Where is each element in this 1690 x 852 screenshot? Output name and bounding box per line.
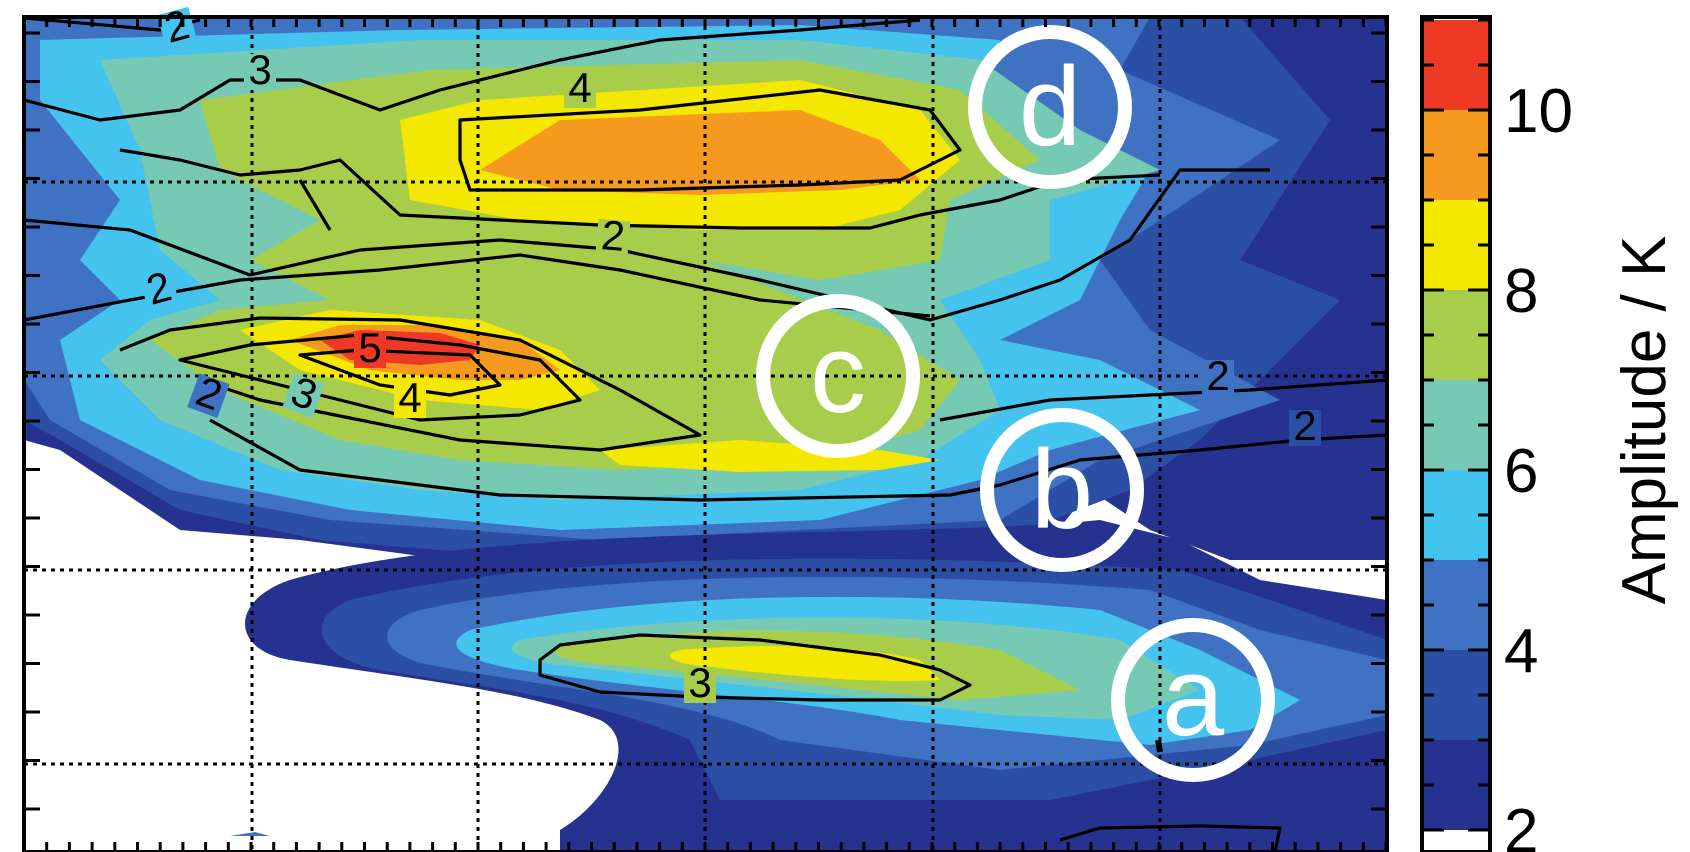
colorbar-title: Amplitude / K — [1610, 236, 1679, 605]
contour-label: 2 — [1289, 402, 1321, 449]
marker-c-label: c — [810, 311, 866, 436]
contour-label-text: 3 — [248, 46, 271, 93]
contour-label-text: 5 — [358, 324, 381, 371]
marker-d-label: d — [1019, 44, 1081, 169]
contour-label-text: 4 — [398, 374, 421, 421]
colorbar: 2 4 6 8 10 — [1422, 17, 1573, 852]
contour-label: 5 — [354, 324, 386, 371]
contour-label-text: 4 — [568, 64, 591, 111]
contour-label-text: 2 — [599, 211, 626, 260]
marker-a-label: a — [1162, 634, 1225, 759]
colorbar-tick-label: 10 — [1504, 77, 1573, 146]
marker-b-label: b — [1031, 427, 1093, 552]
contour-label: 3 — [244, 46, 276, 93]
contour-label: 3 — [684, 659, 716, 706]
contour-label: 4 — [394, 374, 426, 421]
colorbar-tick-label: 6 — [1504, 437, 1538, 506]
colorbar-tick-label: 2 — [1504, 797, 1538, 852]
contour-label-text: 2 — [1293, 402, 1316, 449]
contour-label-text: 2 — [1206, 352, 1229, 399]
contour-label-text: 3 — [688, 659, 711, 706]
colorbar-tick-label: 4 — [1504, 617, 1538, 686]
contour-label: 4 — [564, 64, 596, 111]
marker-a-tail — [1158, 740, 1160, 752]
contour-label: 2 — [1202, 352, 1234, 399]
colorbar-tick-label: 8 — [1504, 257, 1538, 326]
